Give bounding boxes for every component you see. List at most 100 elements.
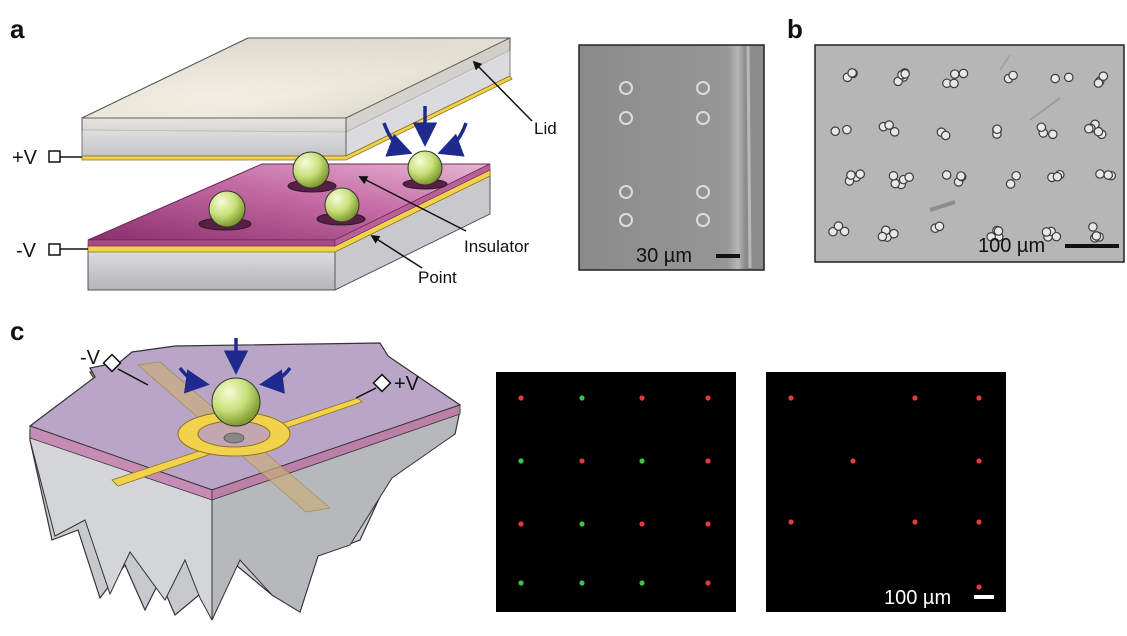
cell <box>888 171 899 181</box>
terminal-minus-c <box>102 353 149 386</box>
cell <box>992 124 1002 135</box>
point-label: Point <box>418 268 457 287</box>
cell <box>830 126 841 137</box>
plus-v-label-c: +V <box>394 373 420 395</box>
cell <box>877 231 888 242</box>
cell <box>934 221 945 232</box>
bead <box>292 151 330 189</box>
fluorescent-spot <box>912 395 918 401</box>
cell <box>1095 169 1105 179</box>
cell <box>1093 78 1104 88</box>
cell <box>1051 231 1062 242</box>
cell <box>855 169 866 179</box>
cell <box>1041 227 1052 237</box>
trap-arrows-a <box>382 106 468 157</box>
cell <box>828 226 838 237</box>
minus-v-label-a: -V <box>16 240 37 262</box>
fluorescent-spot <box>850 458 856 464</box>
scale-bar-a <box>716 254 740 258</box>
cell <box>890 178 901 189</box>
lid-label: Lid <box>534 119 557 138</box>
cell <box>1088 222 1098 232</box>
scale-bar-label-c: 100 µm <box>884 587 951 609</box>
cell <box>941 170 952 180</box>
cell <box>986 231 996 242</box>
scale-bar-b <box>1065 244 1119 248</box>
trap-arrows-c <box>178 338 292 394</box>
cell <box>833 221 844 231</box>
cell <box>842 124 852 135</box>
scale-bar-label-b: 100 µm <box>978 235 1045 257</box>
cell <box>1047 129 1058 140</box>
fluorescent-spot <box>639 521 645 527</box>
cell <box>1091 231 1102 241</box>
micrograph-b: 100 µm <box>814 44 1125 263</box>
cell <box>904 172 914 182</box>
cell <box>900 69 910 79</box>
terminal-plus-a <box>48 150 82 163</box>
fluorescent-spot <box>976 519 982 525</box>
lid-plate <box>81 37 513 161</box>
beads-a <box>208 150 443 228</box>
cell-clusters <box>828 68 1117 243</box>
cell <box>847 68 857 78</box>
cell <box>1036 122 1047 133</box>
microwell-ring <box>619 111 633 125</box>
cell <box>1005 179 1016 189</box>
terminal-plus-c <box>355 373 392 399</box>
bead <box>324 187 360 223</box>
bead <box>208 190 246 228</box>
curved-arrow-icon <box>382 122 413 157</box>
cell <box>889 127 900 137</box>
fluorescent-spot <box>705 458 711 464</box>
microwell-ring <box>696 213 710 227</box>
cell <box>884 120 894 130</box>
microwell-ring <box>619 185 633 199</box>
fluorescent-spot <box>788 519 794 525</box>
scale-bar-label-a: 30 µm <box>636 245 692 267</box>
fluorescence-image-1 <box>496 372 736 612</box>
fluorescent-spot <box>518 395 524 401</box>
cell <box>839 226 850 237</box>
fluorescent-spot <box>976 584 982 590</box>
micrograph-a: 30 µm <box>578 44 765 271</box>
bead-c <box>211 377 261 427</box>
callouts-a <box>358 60 533 269</box>
plus-v-label-a: +V <box>12 147 38 169</box>
fluorescent-spot <box>579 458 585 464</box>
cell <box>1052 171 1063 182</box>
fluorescent-spot <box>579 395 585 401</box>
cell <box>846 170 856 180</box>
fluorescent-spot <box>518 580 524 586</box>
cell <box>958 68 969 79</box>
cell <box>1063 72 1074 83</box>
terminal-minus-a <box>48 243 88 256</box>
microwell-ring <box>619 81 633 95</box>
fluorescent-spots-1 <box>518 395 711 586</box>
cell <box>949 78 959 89</box>
fluorescent-spots-2 <box>788 395 982 590</box>
fluorescent-spot <box>639 458 645 464</box>
cell <box>1011 170 1021 181</box>
cell <box>940 130 951 141</box>
cell <box>956 171 966 181</box>
panel-label-b: b <box>787 14 803 44</box>
fluorescent-spot <box>705 395 711 401</box>
fluorescent-spot <box>788 395 794 401</box>
fluorescent-spot <box>976 458 982 464</box>
cell <box>949 69 960 79</box>
cell <box>1050 73 1060 84</box>
cell <box>1098 71 1109 82</box>
curved-arrow-icon <box>437 122 468 157</box>
cell <box>1103 170 1114 180</box>
fluorescent-spot <box>912 519 918 525</box>
fluorescent-spot <box>639 580 645 586</box>
fluorescent-spot <box>579 521 585 527</box>
electrode-device-c <box>28 342 462 621</box>
fluorescent-spot <box>976 395 982 401</box>
cell <box>993 226 1004 236</box>
microwell-ring <box>619 213 633 227</box>
curved-arrow-icon <box>259 366 292 394</box>
cell <box>1084 123 1094 134</box>
